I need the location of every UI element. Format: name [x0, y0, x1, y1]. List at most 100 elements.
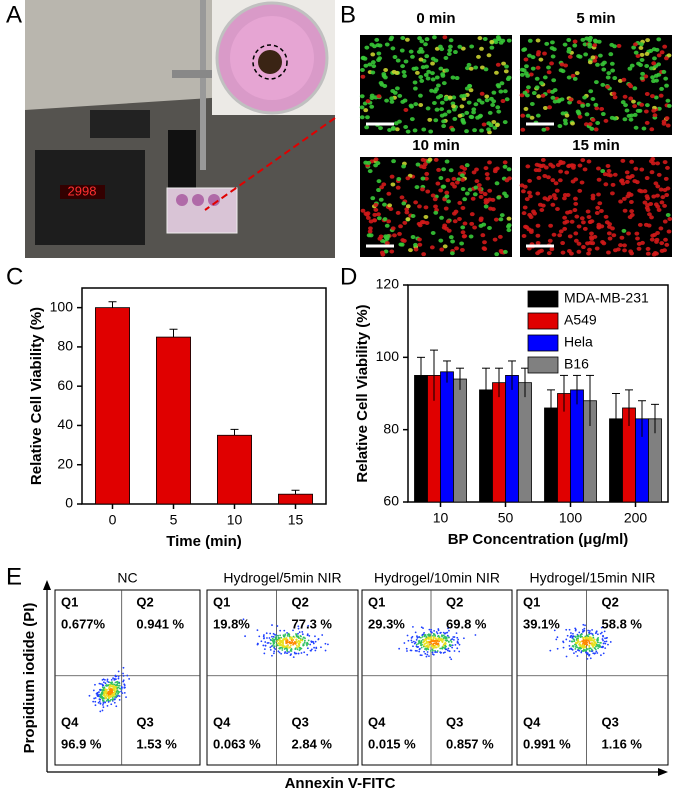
event — [588, 653, 591, 656]
cell — [536, 163, 542, 168]
quadrant-label: Q2 — [602, 594, 619, 609]
cell — [565, 192, 571, 197]
cell — [521, 233, 527, 238]
cell — [644, 103, 650, 108]
quadrant-value: 19.8% — [213, 616, 250, 631]
event — [112, 677, 114, 680]
cell — [633, 50, 639, 55]
event — [277, 634, 279, 637]
event — [105, 683, 108, 686]
event — [549, 649, 552, 652]
event — [306, 653, 309, 656]
cell — [527, 212, 533, 217]
cell — [640, 240, 645, 245]
cell — [569, 251, 574, 256]
event — [314, 635, 316, 638]
cell — [520, 113, 526, 118]
event — [269, 648, 272, 651]
cell — [622, 248, 627, 253]
event — [128, 678, 131, 680]
event — [118, 691, 121, 693]
image-title: 0 min — [416, 10, 455, 27]
cell — [495, 83, 501, 88]
event — [450, 641, 453, 643]
cell — [629, 209, 635, 214]
event — [115, 678, 117, 681]
cell — [639, 102, 645, 107]
image-title: 15 min — [572, 137, 620, 154]
cell — [573, 196, 578, 201]
event — [99, 683, 102, 685]
event — [584, 643, 587, 645]
cell — [389, 249, 395, 254]
event — [572, 632, 574, 635]
event — [294, 647, 297, 650]
event — [433, 642, 436, 645]
cell — [647, 212, 652, 217]
cell — [651, 47, 657, 52]
quadrant-label: Q4 — [61, 714, 79, 729]
event — [296, 648, 299, 651]
cell — [452, 184, 457, 189]
cell — [453, 50, 458, 55]
cell — [396, 177, 402, 182]
cell — [562, 220, 568, 225]
cell — [566, 37, 572, 42]
bar — [518, 382, 532, 503]
event — [111, 698, 114, 701]
event — [582, 640, 585, 643]
event — [272, 632, 275, 635]
cell — [489, 45, 495, 50]
cell — [424, 54, 430, 59]
cell — [446, 51, 452, 56]
event — [575, 638, 578, 641]
plot-frame — [407, 284, 669, 503]
event — [592, 639, 595, 642]
event — [94, 697, 97, 699]
event — [458, 643, 461, 646]
cell — [546, 175, 551, 180]
event — [593, 647, 596, 649]
cell — [443, 55, 449, 60]
event — [410, 639, 413, 642]
event — [430, 628, 433, 631]
cell — [655, 161, 661, 166]
cell — [606, 231, 612, 236]
event — [438, 636, 441, 639]
cell — [655, 193, 660, 198]
event — [289, 637, 292, 640]
event — [430, 631, 433, 633]
cell — [502, 89, 508, 94]
cell — [374, 37, 380, 42]
event — [120, 686, 123, 688]
event — [571, 637, 574, 639]
cell — [390, 126, 396, 131]
event — [591, 629, 593, 631]
cell — [400, 238, 406, 243]
cell — [420, 187, 425, 192]
cell — [417, 223, 423, 228]
cell — [401, 164, 406, 169]
cell — [366, 233, 372, 238]
image-title: 5 min — [576, 10, 615, 27]
cell — [376, 51, 382, 56]
event — [97, 701, 100, 704]
cell — [535, 113, 541, 118]
cell — [473, 65, 479, 70]
event — [101, 684, 104, 687]
cell — [378, 126, 383, 131]
event — [264, 644, 267, 647]
cell — [478, 113, 483, 118]
event — [447, 647, 450, 650]
event — [324, 642, 327, 645]
cell — [441, 225, 447, 230]
cell — [558, 68, 564, 73]
event — [418, 650, 421, 653]
y-tick-label: 100 — [50, 298, 74, 314]
cell — [457, 200, 463, 205]
event — [298, 646, 301, 649]
cell — [606, 71, 612, 76]
cell — [417, 204, 422, 209]
event — [600, 631, 603, 634]
cell — [382, 202, 387, 207]
